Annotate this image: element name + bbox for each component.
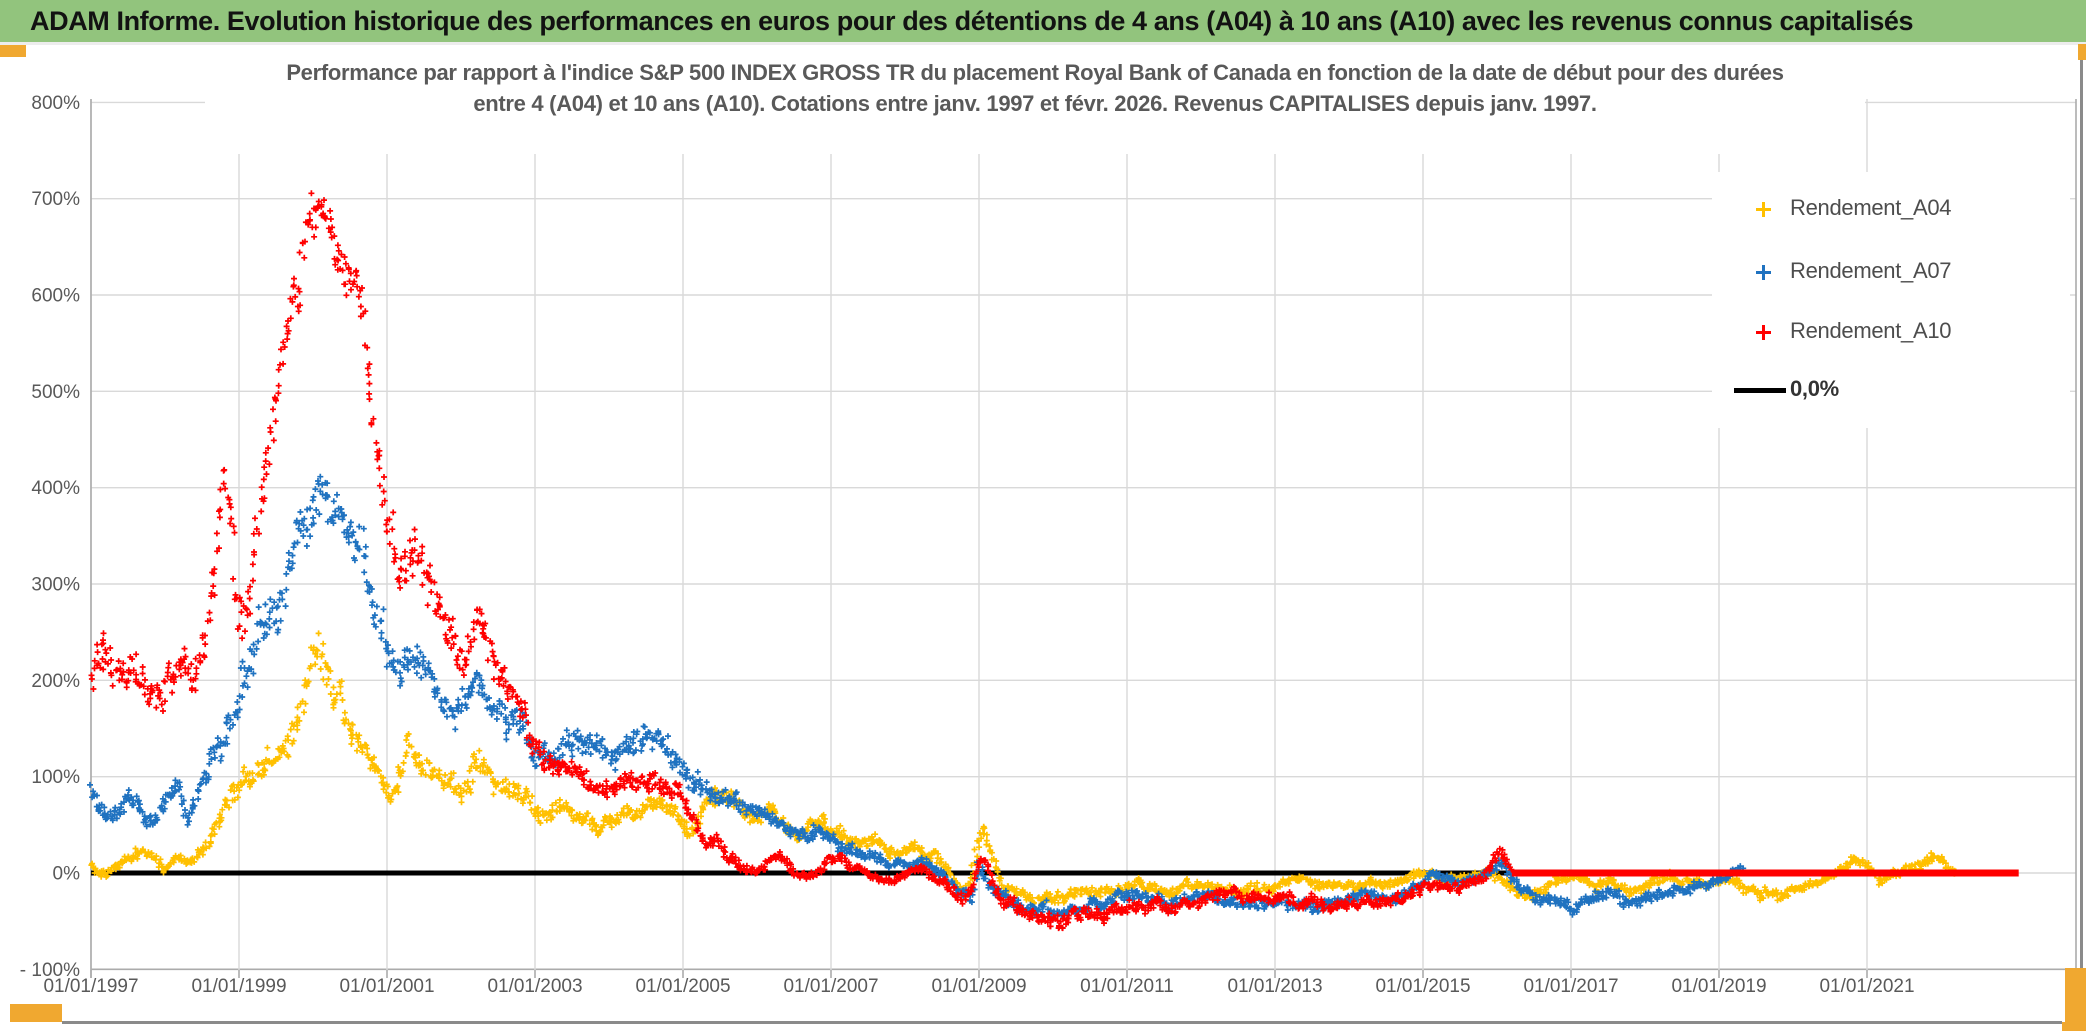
sheet-title-bar: ADAM Informe. Evolution historique des p…	[0, 0, 2086, 42]
series-rendement-a04-points	[88, 630, 1959, 907]
x-tick-label: 01/01/1999	[191, 976, 286, 997]
y-tick-label: 100%	[31, 767, 80, 788]
sheet-title: ADAM Informe. Evolution historique des p…	[30, 6, 1914, 36]
chart-title-line1: Performance par rapport à l'indice S&P 5…	[286, 60, 1784, 85]
chart-legend: Rendement_A04 Rendement_A07 Rendement_A1…	[1712, 172, 2070, 428]
axes	[90, 99, 2077, 978]
x-tick-label: 01/01/1997	[43, 976, 138, 997]
legend-item-rendement-a07[interactable]: Rendement_A07	[1712, 256, 2070, 290]
legend-item-rendement-a04[interactable]: Rendement_A04	[1712, 193, 2070, 227]
x-tick-label: 01/01/2001	[339, 976, 434, 997]
plus-marker-icon	[1756, 265, 1771, 280]
y-tick-label: 500%	[31, 382, 80, 403]
y-tick-label: - 100%	[20, 960, 80, 981]
y-tick-label: 700%	[31, 189, 80, 210]
y-tick-label: 600%	[31, 286, 80, 307]
y-axis-labels: 800% 700% 600% 500% 400% 300% 200% 100% 0% - 100%	[20, 93, 80, 981]
x-axis-labels: 01/01/1997 01/01/1999 01/01/2001 01/01/2003…	[43, 976, 1914, 997]
frame-accent-top-left	[0, 45, 26, 57]
frame-accent-bottom-right2	[2062, 1022, 2086, 1031]
y-tick-label: 800%	[31, 93, 80, 114]
x-tick-label: 01/01/2005	[635, 976, 730, 997]
window-border-bottom	[62, 1021, 2062, 1024]
plus-marker-icon	[1756, 325, 1771, 340]
x-tick-label: 01/01/2019	[1671, 976, 1766, 997]
black-line-swatch-icon	[1734, 388, 1786, 393]
y-tick-label: 0%	[53, 864, 81, 885]
title-separator	[0, 42, 2086, 45]
series-rendement-a10-points	[88, 190, 1515, 932]
y-tick-label: 300%	[31, 575, 80, 596]
x-tick-label: 01/01/2015	[1375, 976, 1470, 997]
plus-marker-icon	[1756, 202, 1771, 217]
y-tick-label: 400%	[31, 478, 80, 499]
x-tick-label: 01/01/2007	[783, 976, 878, 997]
legend-label: Rendement_A04	[1790, 195, 1952, 220]
x-tick-label: 01/01/2021	[1819, 976, 1914, 997]
legend-label: Rendement_A10	[1790, 318, 1952, 343]
frame-accent-bottom-right	[2065, 968, 2086, 1031]
legend-label: 0,0%	[1790, 376, 1839, 401]
x-tick-label: 01/01/2017	[1523, 976, 1618, 997]
legend-item-rendement-a10[interactable]: Rendement_A10	[1712, 316, 2070, 350]
legend-label: Rendement_A07	[1790, 258, 1952, 283]
x-tick-label: 01/01/2003	[487, 976, 582, 997]
chart-title-line2: entre 4 (A04) et 10 ans (A10). Cotations…	[473, 91, 1597, 116]
y-tick-label: 200%	[31, 671, 80, 692]
legend-item-zero-line[interactable]: 0,0%	[1712, 374, 2070, 408]
frame-accent-bottom-left	[10, 1004, 62, 1022]
x-tick-label: 01/01/2013	[1227, 976, 1322, 997]
window-border-right	[2080, 60, 2083, 1022]
x-tick-label: 01/01/2009	[931, 976, 1026, 997]
x-tick-label: 01/01/2011	[1080, 976, 1174, 997]
chart-title: Performance par rapport à l'indice S&P 5…	[205, 50, 1865, 154]
frame-accent-top-right	[2078, 44, 2086, 60]
